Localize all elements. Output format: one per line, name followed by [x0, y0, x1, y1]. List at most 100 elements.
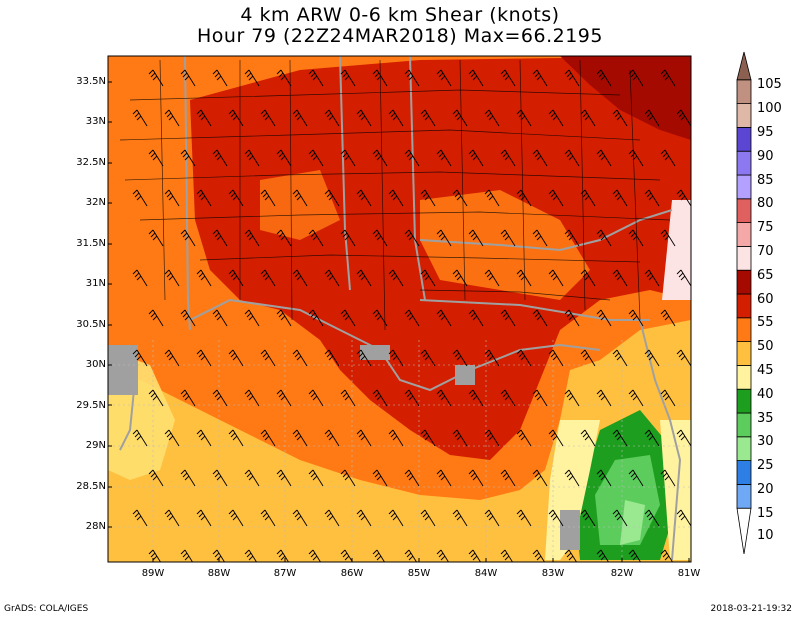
- wind-barb: [516, 509, 532, 527]
- wind-barb: [404, 69, 420, 87]
- lat-label: 28N: [85, 521, 106, 532]
- wind-barb: [340, 469, 356, 487]
- wind-barb: [340, 69, 356, 87]
- wind-barb: [340, 149, 356, 167]
- lon-label: 87W: [273, 568, 297, 579]
- wind-barb: [372, 469, 388, 487]
- wind-barb: [372, 309, 388, 327]
- wind-barb: [164, 269, 180, 287]
- wind-barb: [212, 149, 228, 167]
- wind-barb: [548, 269, 564, 287]
- wind-barb: [372, 69, 388, 87]
- wind-barb: [260, 269, 276, 287]
- colorbar-label: 75: [757, 220, 774, 235]
- wind-barb: [404, 229, 420, 247]
- wind-barb: [244, 469, 260, 487]
- wind-barb: [532, 149, 548, 167]
- wind-barb: [548, 509, 564, 527]
- lat-label: 29N: [85, 440, 106, 451]
- footer-credit: GrADS: COLA/IGES: [4, 604, 89, 614]
- wind-barb: [628, 469, 644, 487]
- wind-barb: [532, 229, 548, 247]
- colorbar-label: 55: [757, 315, 774, 330]
- colorbar-box: [736, 388, 752, 414]
- colorbar-box: [736, 269, 752, 295]
- wind-barb: [356, 109, 372, 127]
- wind-barb: [516, 109, 532, 127]
- wind-barb: [484, 189, 500, 207]
- wind-barb: [564, 69, 580, 87]
- wind-barb: [180, 149, 196, 167]
- colorbar-box: [736, 245, 752, 271]
- wind-barb: [196, 349, 212, 367]
- colorbar-box: [736, 79, 752, 105]
- wind-barb: [372, 149, 388, 167]
- lat-label: 29.5N: [76, 400, 106, 411]
- wind-barb: [372, 549, 386, 562]
- colorbar-label: 105: [757, 77, 782, 92]
- lon-label: 89W: [141, 568, 165, 579]
- wind-barb: [660, 229, 676, 247]
- wind-barb: [580, 109, 596, 127]
- wind-barb: [212, 309, 228, 327]
- wind-barb: [436, 69, 452, 87]
- colorbar-box: [736, 222, 752, 247]
- wind-barb: [404, 389, 420, 407]
- colorbar-label: 95: [757, 125, 774, 140]
- wind-barb: [164, 429, 180, 447]
- wind-barb: [308, 309, 324, 327]
- wind-barb: [596, 309, 612, 327]
- wind-barb: [484, 349, 500, 367]
- wind-barb: [484, 429, 500, 447]
- wind-barb: [164, 189, 180, 207]
- wind-barb: [180, 469, 196, 487]
- wind-barb: [244, 149, 260, 167]
- wind-barb: [196, 189, 212, 207]
- wind-barb: [436, 549, 450, 562]
- colorbar-label: 25: [757, 458, 774, 473]
- wind-barb: [484, 509, 500, 527]
- lat-label: 33N: [85, 116, 106, 127]
- wind-barb: [612, 429, 628, 447]
- wind-barb: [180, 309, 196, 327]
- wind-barb: [148, 549, 162, 562]
- wind-barb: [356, 429, 372, 447]
- wind-barb: [644, 349, 660, 367]
- colorbar-label: 30: [757, 434, 774, 449]
- wind-barb: [548, 189, 564, 207]
- lat-label: 32.5N: [76, 157, 106, 168]
- colorbar-box: [736, 198, 752, 224]
- wind-barb: [404, 149, 420, 167]
- lat-label: 31.5N: [76, 238, 106, 249]
- colorbar-box: [736, 341, 752, 366]
- lon-label: 84W: [474, 568, 498, 579]
- wind-barb: [452, 509, 468, 527]
- wind-barb: [452, 269, 468, 287]
- wind-barb: [693, 230, 707, 246]
- wind-barb: [452, 109, 468, 127]
- wind-barb: [292, 109, 308, 127]
- wind-barb: [292, 509, 308, 527]
- lat-label: 30.5N: [76, 319, 106, 330]
- wind-barb: [212, 549, 226, 562]
- colorbar: [736, 51, 752, 555]
- colorbar-label: 90: [757, 149, 774, 164]
- colorbar-box: [736, 317, 752, 342]
- wind-barb: [676, 429, 691, 447]
- wind-barb: [292, 349, 308, 367]
- wind-barb: [404, 469, 420, 487]
- wind-barb: [388, 109, 404, 127]
- colorbar-box: [736, 436, 752, 461]
- lat-label: 31N: [85, 278, 106, 289]
- wind-barb: [628, 69, 644, 87]
- wind-barb: [244, 69, 260, 87]
- colorbar-box: [736, 174, 752, 200]
- wind-barb: [308, 469, 324, 487]
- wind-barb: [484, 109, 500, 127]
- wind-barb: [628, 229, 644, 247]
- colorbar-box: [736, 507, 752, 555]
- wind-barb: [644, 109, 660, 127]
- colorbar-box: [736, 293, 752, 319]
- wind-barb: [420, 509, 436, 527]
- wind-barb: [516, 269, 532, 287]
